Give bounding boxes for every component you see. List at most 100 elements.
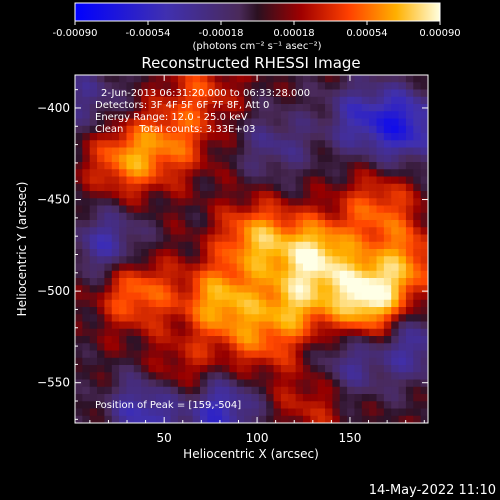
heatmap-cell [75, 249, 83, 257]
heatmap-cell [236, 96, 245, 105]
heatmap-cell [148, 401, 157, 410]
heatmap-cell [310, 220, 319, 228]
heatmap-cell [155, 285, 164, 294]
heatmap-cell [89, 336, 98, 344]
heatmap-cell [288, 220, 297, 228]
heatmap-cell [111, 343, 120, 352]
chart-title: Reconstructed RHESSI Image [141, 54, 360, 72]
heatmap-cell [207, 350, 216, 359]
heatmap-cell [266, 111, 275, 120]
heatmap-cell [302, 104, 311, 112]
heatmap-cell [332, 336, 341, 344]
heatmap-cell [420, 299, 428, 308]
heatmap-cell [391, 415, 400, 423]
heatmap-cell [207, 278, 216, 286]
heatmap-cell [244, 350, 253, 359]
heatmap-cell [192, 234, 201, 243]
heatmap-cell [236, 336, 245, 344]
heatmap-cell [354, 162, 363, 170]
heatmap-cell [354, 394, 363, 402]
heatmap-cell [111, 278, 120, 286]
heatmap-cell [82, 241, 91, 250]
heatmap-cell [332, 75, 341, 83]
heatmap-cell [317, 220, 326, 228]
heatmap-cell [148, 140, 157, 149]
heatmap-cell [148, 278, 157, 286]
heatmap-cell [207, 212, 216, 221]
heatmap-cell [295, 227, 304, 236]
heatmap-cell [141, 220, 150, 228]
heatmap-cell [111, 350, 120, 359]
heatmap-cell [192, 89, 201, 98]
heatmap-cell [170, 350, 179, 359]
heatmap-cell [126, 104, 135, 112]
heatmap-cell [192, 357, 201, 366]
heatmap-cell [332, 82, 341, 91]
heatmap-cell [126, 379, 135, 388]
heatmap-cell [391, 357, 400, 366]
heatmap-cell [89, 205, 98, 214]
heatmap-cell [317, 357, 326, 366]
heatmap-cell [413, 169, 422, 178]
heatmap-cell [207, 249, 216, 257]
heatmap-cell [236, 234, 245, 243]
colorbar-ticks: -0.00090 -0.00054 -0.00018 0.00018 0.00054 0.… [53, 21, 461, 39]
y-tick-label: −500 [37, 284, 70, 298]
heatmap-cell [119, 314, 128, 323]
heatmap-cell [207, 198, 216, 207]
heatmap-cell [126, 162, 135, 170]
heatmap-cell [163, 415, 172, 423]
heatmap-cell [273, 307, 282, 315]
heatmap-cell [325, 263, 333, 272]
heatmap-cell [258, 292, 267, 301]
heatmap-cell [82, 343, 91, 352]
heatmap-cell [339, 154, 348, 163]
heatmap-cell [133, 111, 142, 120]
heatmap-cell [163, 162, 172, 170]
heatmap-cell [82, 111, 91, 120]
heatmap-cell [354, 263, 363, 272]
heatmap-cell [89, 125, 98, 134]
heatmap-cell [104, 75, 113, 83]
heatmap-cell [97, 212, 106, 221]
heatmap-cell [258, 227, 267, 236]
heatmap-cell [200, 256, 208, 265]
heatmap-cell [75, 191, 83, 199]
heatmap-cell [104, 104, 113, 112]
heatmap-cell [89, 212, 98, 221]
heatmap [75, 75, 428, 423]
heatmap-cell [354, 169, 363, 178]
heatmap-cell [82, 379, 91, 388]
heatmap-cell [170, 125, 179, 134]
heatmap-cell [347, 111, 356, 120]
heatmap-cell [89, 183, 98, 192]
heatmap-cell [185, 220, 194, 228]
heatmap-cell [97, 270, 106, 279]
heatmap-cell [207, 205, 216, 214]
heatmap-cell [111, 234, 120, 243]
heatmap-cell [229, 227, 238, 236]
heatmap-cell [133, 263, 142, 272]
heatmap-cell [280, 343, 289, 352]
heatmap-cell [229, 307, 238, 315]
heatmap-cell [251, 205, 260, 214]
heatmap-cell [141, 386, 150, 395]
heatmap-cell [280, 415, 289, 423]
heatmap-cell [229, 191, 238, 199]
heatmap-cell [244, 285, 253, 294]
heatmap-cell [361, 198, 370, 207]
heatmap-cell [148, 234, 157, 243]
heatmap-cell [354, 343, 363, 352]
heatmap-cell [119, 82, 128, 91]
heatmap-cell [75, 183, 83, 192]
heatmap-cell [141, 133, 150, 141]
heatmap-cell [111, 328, 120, 337]
heatmap-cell [288, 343, 297, 352]
heatmap-cell [236, 241, 245, 250]
heatmap-cell [141, 379, 150, 388]
heatmap-cell [229, 176, 238, 185]
heatmap-cell [192, 118, 201, 127]
heatmap-cell [185, 104, 194, 112]
heatmap-cell [251, 321, 260, 330]
heatmap-cell [288, 357, 297, 366]
